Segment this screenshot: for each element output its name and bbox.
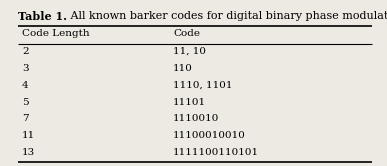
Text: 11100010010: 11100010010 [173,131,246,140]
Text: 7: 7 [22,114,29,124]
Text: 2: 2 [22,47,29,56]
Text: All known barker codes for digital binary phase modulation.: All known barker codes for digital binar… [67,11,387,21]
Text: 1110, 1101: 1110, 1101 [173,81,233,90]
Text: 11101: 11101 [173,98,206,107]
Text: 1110010: 1110010 [173,114,219,124]
Text: 110: 110 [173,64,193,73]
Text: 11: 11 [22,131,35,140]
Text: 1111100110101: 1111100110101 [173,148,259,157]
Text: 5: 5 [22,98,29,107]
Text: 3: 3 [22,64,29,73]
Text: 13: 13 [22,148,35,157]
Text: Code: Code [173,29,200,38]
Text: Table 1.: Table 1. [18,11,67,22]
Text: 4: 4 [22,81,29,90]
Text: Code Length: Code Length [22,29,90,38]
Text: 11, 10: 11, 10 [173,47,206,56]
